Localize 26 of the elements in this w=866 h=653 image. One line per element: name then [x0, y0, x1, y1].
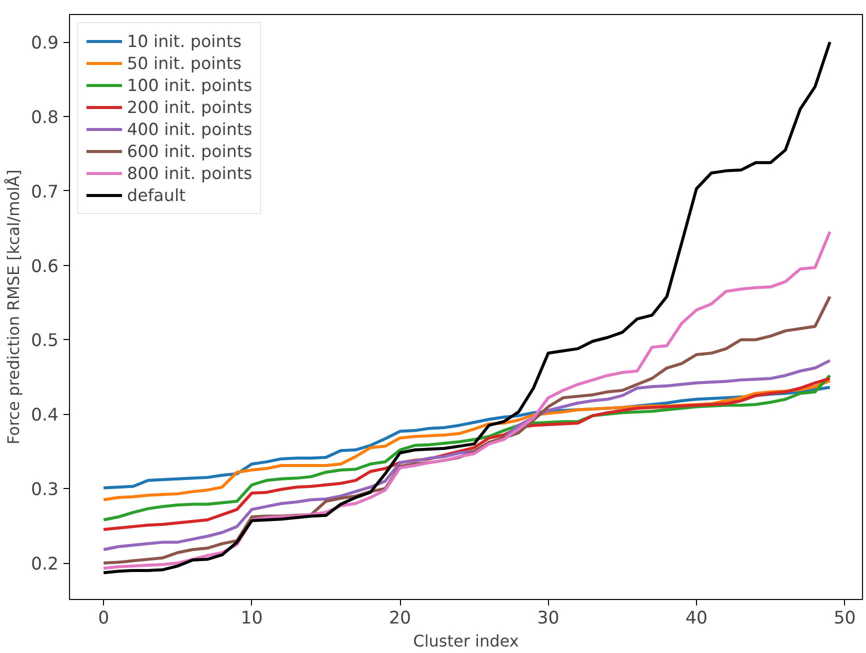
y-tick-label: 0.5	[30, 331, 59, 352]
x-tick-label: 10	[240, 608, 263, 628]
x-tick-label: 20	[389, 608, 412, 628]
y-tick-label: 0.4	[30, 406, 59, 426]
y-tick-label: 0.8	[30, 108, 59, 128]
line-series	[102, 230, 832, 570]
legend-label: 200 init. points	[127, 98, 252, 116]
x-tick-label: 30	[537, 608, 560, 628]
y-tick-label: 0.2	[30, 554, 59, 575]
legend-label: 10 init. points	[127, 32, 242, 50]
y-tick-label: 0.6	[30, 256, 59, 277]
x-tick-label: 50	[834, 608, 856, 628]
x-tick-label: 0	[98, 608, 110, 628]
x-tick-label: 40	[685, 608, 708, 628]
legend-label: 800 init. points	[127, 164, 252, 182]
legend-label: 400 init. points	[127, 120, 252, 138]
legend-label: default	[127, 186, 186, 204]
legend-label: 50 init. points	[127, 54, 242, 72]
line-series	[102, 359, 832, 552]
x-axis-title: Cluster index	[413, 632, 519, 650]
legend-label: 100 init. points	[127, 76, 252, 94]
legend-label: 600 init. points	[127, 142, 252, 160]
y-axis-title: Force prediction RMSE [kcal/molÅ]	[4, 170, 23, 444]
y-tick-label: 0.7	[30, 182, 59, 202]
y-tick-label: 0.9	[30, 34, 59, 54]
y-tick-label: 0.3	[30, 480, 59, 500]
